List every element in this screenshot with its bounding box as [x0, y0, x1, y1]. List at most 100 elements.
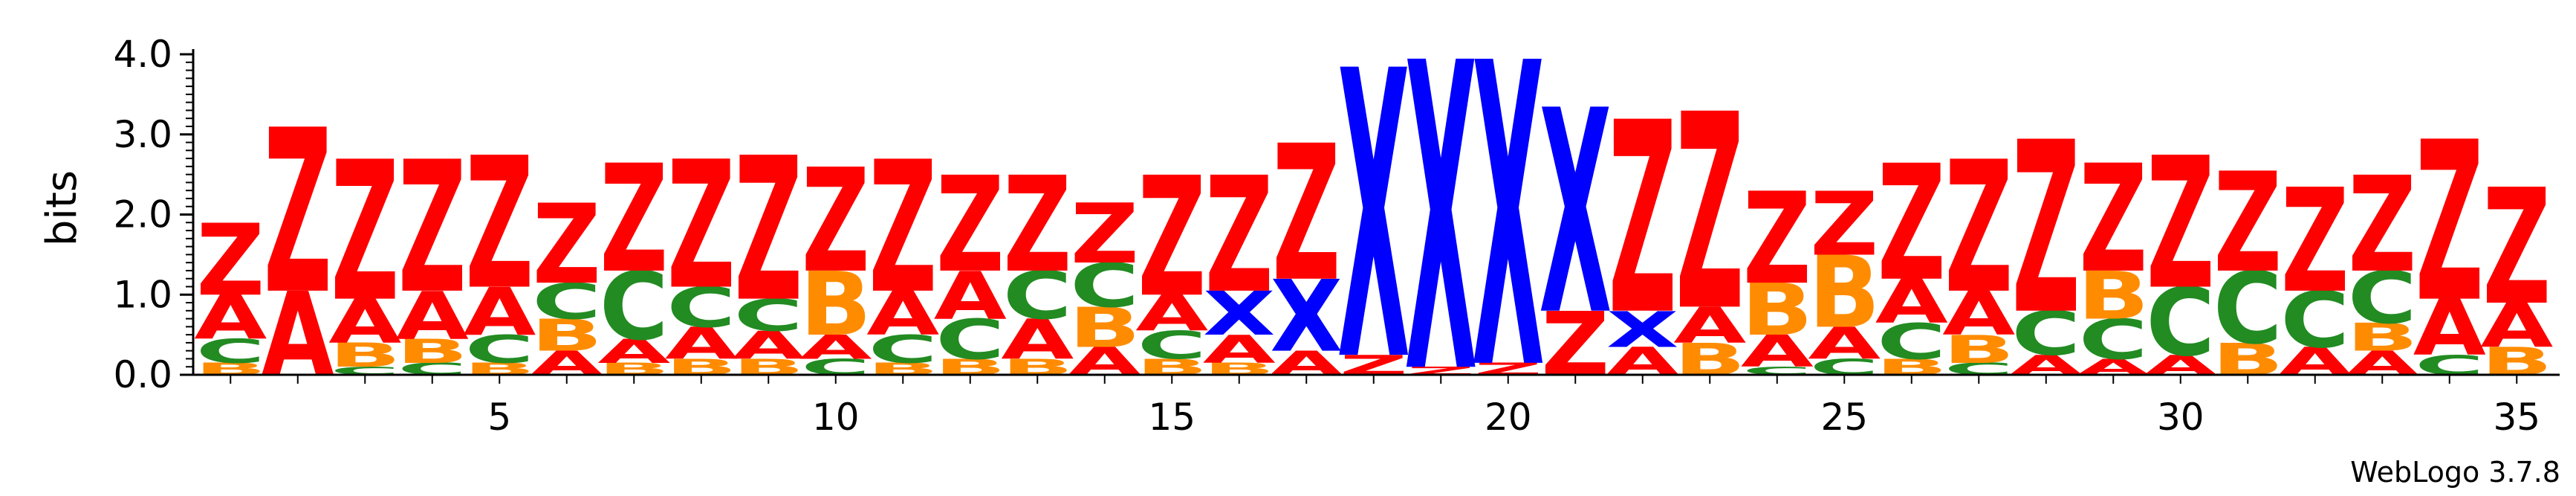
logo-letter-b: B	[329, 337, 401, 375]
logo-letter-x: X	[1539, 51, 1612, 377]
logo-letter-z: Z	[936, 149, 1005, 303]
logo-letter-x: X	[1270, 260, 1343, 375]
logo-letter-z: Z	[533, 181, 601, 309]
logo-letter-a: A	[732, 323, 805, 367]
logo-letter-z: Z	[2012, 92, 2080, 367]
logo-letter-x: X	[1472, 0, 1545, 461]
logo-letter-z: Z	[600, 134, 668, 306]
logo-letter-z: Z	[1138, 142, 1206, 334]
logo-letter-c: C	[2146, 268, 2215, 377]
logo-letter-x: X	[1203, 279, 1276, 350]
logo-letter-a: A	[1942, 279, 2015, 350]
logo-letter-z: Z	[1878, 132, 1946, 317]
y-tick-label: 0.0	[113, 353, 172, 396]
logo-letter-z: Z	[2416, 94, 2484, 350]
logo-letter-c: C	[2079, 309, 2148, 372]
logo-letter-a: A	[2413, 284, 2486, 373]
logo-letter-c: C	[869, 327, 938, 372]
logo-letter-z: Z	[398, 123, 467, 334]
logo-letter-a: A	[597, 332, 670, 370]
logo-letter-z: Z	[1743, 167, 1811, 313]
logo-letter-c: C	[1003, 258, 1072, 335]
x-tick-label: 20	[1485, 396, 1532, 439]
logo-letter-z: Z	[1272, 106, 1340, 323]
y-tick-label: 4.0	[113, 33, 172, 76]
logo-letter-a: A	[396, 278, 470, 355]
logo-letter-z: Z	[1944, 123, 2013, 334]
logo-letter-z: Z	[667, 123, 736, 328]
logo-letter-c: C	[600, 252, 669, 361]
logo-letter-x: X	[1606, 301, 1679, 358]
axes: 0.0 1.0 2.0 3.0 4.0 5 10 15 20 25 30 35	[113, 33, 2560, 439]
logo-letter-c: C	[1138, 323, 1207, 367]
logo-letter-a: A	[194, 283, 267, 354]
logo-letter-a: A	[1741, 326, 1814, 378]
y-tick-label: 1.0	[113, 273, 172, 316]
logo-letter-c: C	[734, 290, 803, 341]
logo-letter-c: C	[2213, 251, 2283, 367]
logo-letter-z: Z	[196, 203, 265, 318]
logo-letter-c: C	[935, 309, 1005, 372]
logo-letter-z: Z	[2079, 134, 2147, 306]
logo-letter-c: C	[2280, 277, 2349, 366]
logo-letter-a: A	[1203, 327, 1276, 372]
logo-letter-c: C	[1070, 251, 1139, 322]
logo-letter-b: B	[799, 253, 872, 355]
logo-letter-b: B	[1808, 236, 1881, 351]
logo-letter-a: A	[2480, 292, 2553, 362]
logo-letter-c: C	[196, 332, 265, 370]
y-tick-label: 3.0	[113, 113, 172, 156]
x-tick-label: 10	[812, 396, 860, 439]
logo-letter-z: Z	[1675, 57, 1744, 370]
x-tick-label: 30	[2157, 396, 2204, 439]
logo-letter-c: C	[1877, 313, 1946, 370]
y-axis-title: bits	[38, 170, 86, 246]
logo-letter-z: Z	[2213, 144, 2282, 304]
logo-letter-a: A	[799, 329, 872, 367]
logo-letter-a: A	[463, 274, 536, 350]
logo-letter-a: A	[1808, 318, 1881, 370]
logo-letter-z: Z	[802, 139, 870, 305]
x-tick-label: 35	[2493, 396, 2540, 439]
x-tick-label: 15	[1148, 396, 1195, 439]
logo-letter-z: Z	[734, 117, 802, 347]
logo-letter-a: A	[934, 258, 1008, 335]
logo-letter-z: Z	[264, 82, 332, 344]
weblogo-credit: WebLogo 3.7.8	[2350, 456, 2560, 489]
logo-letter-z: Z	[2147, 119, 2215, 330]
logo-letter-a: A	[328, 287, 401, 358]
logo-letter-b: B	[531, 310, 603, 361]
logo-letter-b: B	[396, 332, 468, 370]
logo-letter-a: A	[1001, 309, 1074, 372]
logo-letter-z: Z	[1071, 187, 1139, 283]
logo-letter-x: X	[1404, 0, 1477, 467]
logo-letter-c: C	[2011, 299, 2080, 370]
logo-letter-z: Z	[1003, 149, 1071, 303]
logo-letter-c: C	[532, 273, 601, 330]
logo-letter-z: Z	[2348, 149, 2416, 303]
logo-letter-a: A	[1135, 285, 1208, 342]
logo-letter-a: A	[866, 279, 939, 350]
logo-letter-a: A	[1673, 297, 1746, 354]
logo-letter-b: B	[2346, 315, 2418, 360]
logo-letter-c: C	[465, 327, 534, 372]
logo-letter-a: A	[665, 318, 738, 370]
logo-letter-b: B	[1068, 297, 1141, 360]
logo-letter-z: Z	[331, 120, 399, 344]
x-tick-label: 25	[1820, 396, 1868, 439]
logo-letter-b: B	[2077, 258, 2150, 335]
logo-letter-b: B	[1741, 269, 1813, 352]
logo-letter-z: Z	[465, 119, 533, 330]
logo-letter-z: Z	[1205, 144, 1274, 329]
y-tick-label: 2.0	[113, 193, 172, 236]
x-tick-label: 5	[487, 396, 511, 439]
logo-letter-z: Z	[2482, 156, 2551, 341]
logo-letter-c: C	[2348, 257, 2417, 340]
logo-letter-z: Z	[2281, 159, 2349, 325]
logo-letter-z: Z	[1609, 66, 1677, 373]
logo-letter-c: C	[666, 277, 736, 340]
logo-letter-z: Z	[1810, 173, 1878, 275]
logo-letter-z: Z	[869, 123, 937, 334]
logo-letter-b: B	[1943, 327, 2015, 372]
